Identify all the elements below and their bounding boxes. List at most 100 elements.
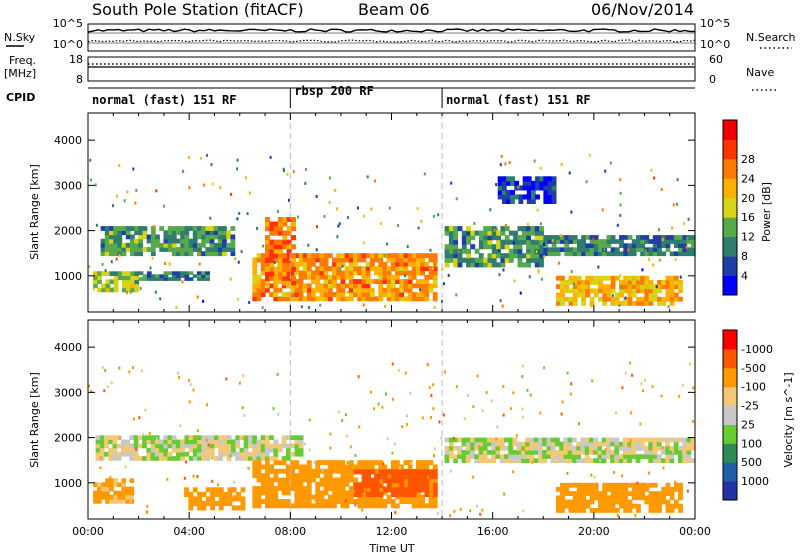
power-cell xyxy=(560,239,565,244)
power-cell xyxy=(593,235,599,240)
velocity-cell xyxy=(482,437,488,443)
velocity-cell xyxy=(690,445,696,451)
velocity-cell xyxy=(205,487,211,493)
velocity-cell xyxy=(499,445,505,451)
velocity-cell xyxy=(580,441,586,447)
velocity-cell xyxy=(516,458,522,463)
power-cell xyxy=(134,283,140,289)
velocity-cell-speck xyxy=(233,494,236,498)
power-cell xyxy=(142,277,148,281)
power-cell xyxy=(336,287,342,293)
power-cell xyxy=(640,239,645,244)
power-cell xyxy=(539,244,544,250)
velocity-cell xyxy=(209,447,215,453)
power-cell xyxy=(180,226,185,231)
power-cell xyxy=(336,296,342,302)
power-cell xyxy=(122,279,127,285)
velocity-cell xyxy=(656,454,662,459)
power-cell xyxy=(543,194,549,200)
power-cell xyxy=(543,243,549,248)
velocity-cell xyxy=(602,503,608,509)
power-cell xyxy=(374,296,379,302)
velocity-cell-speck xyxy=(192,388,195,392)
velocity-cell-speck xyxy=(373,407,376,411)
velocity-cell xyxy=(281,460,287,466)
power-cell-speck xyxy=(198,262,201,266)
velocity-cell xyxy=(652,454,658,459)
power-cell xyxy=(585,275,591,281)
velocity-cell-speck xyxy=(287,475,290,479)
power-cell xyxy=(286,266,292,272)
power-cell-speck xyxy=(237,260,240,264)
power-cell xyxy=(327,253,333,259)
velocity-cell xyxy=(95,447,101,453)
velocity-cell xyxy=(336,468,342,474)
power-cell xyxy=(286,253,292,259)
colorbar-tick-label: 12 xyxy=(741,231,755,244)
colorbar-segment xyxy=(723,481,737,501)
velocity-cell xyxy=(623,495,629,501)
velocity-cell xyxy=(382,503,388,509)
velocity-cell xyxy=(602,495,608,501)
power-cell xyxy=(357,287,363,293)
power-cell xyxy=(171,226,177,231)
power-cell xyxy=(690,239,696,244)
velocity-cell xyxy=(588,445,594,451)
power-cell xyxy=(252,283,258,289)
velocity-cell-speck xyxy=(206,403,208,407)
velocity-cell xyxy=(411,494,417,500)
power-cell xyxy=(201,230,206,236)
velocity-cell xyxy=(222,435,228,440)
power-cell xyxy=(323,292,329,297)
velocity-cell xyxy=(201,447,207,453)
velocity-cell xyxy=(264,447,270,453)
velocity-cell xyxy=(298,503,304,509)
velocity-cell xyxy=(601,458,607,463)
velocity-cell xyxy=(589,508,595,513)
velocity-cell xyxy=(412,469,417,475)
velocity-cell-speck xyxy=(189,383,192,387)
velocity-cell xyxy=(290,464,295,470)
velocity-cell xyxy=(644,450,649,455)
colorbar-segment xyxy=(723,348,737,369)
power-cell xyxy=(336,283,342,289)
power-cell xyxy=(619,235,624,240)
power-cell-speck xyxy=(383,253,386,257)
velocity-cell-speck xyxy=(382,462,385,466)
power-cell xyxy=(117,271,123,276)
power-cell xyxy=(497,180,503,186)
power-cell xyxy=(286,257,292,263)
power-cell xyxy=(682,235,688,240)
velocity-cell xyxy=(407,491,413,497)
velocity-cell xyxy=(678,445,683,451)
power-cell xyxy=(531,198,536,204)
y-tick-label: 1000 xyxy=(54,270,82,283)
power-cell xyxy=(547,235,553,240)
velocity-cell xyxy=(167,435,173,440)
velocity-cell xyxy=(150,456,156,461)
power-cell-speck xyxy=(624,296,627,300)
power-cell xyxy=(105,279,111,285)
velocity-cell xyxy=(631,437,637,443)
velocity-cell-speck xyxy=(247,466,250,470)
power-cell xyxy=(589,280,595,285)
power-cell xyxy=(513,244,519,250)
power-cell xyxy=(138,247,144,252)
power-cell xyxy=(504,257,510,263)
power-cell xyxy=(121,226,127,231)
power-cell xyxy=(269,275,275,281)
velocity-cell xyxy=(231,487,237,493)
power-cell xyxy=(180,242,185,248)
velocity-cell-speck xyxy=(642,389,644,393)
velocity-cell-speck xyxy=(104,368,107,372)
velocity-cell xyxy=(171,447,177,453)
velocity-cell xyxy=(112,435,118,440)
velocity-cell xyxy=(252,451,257,457)
velocity-cell xyxy=(665,482,671,488)
power-cell xyxy=(572,296,578,302)
power-cell xyxy=(357,283,363,289)
power-cell-speck xyxy=(94,183,97,187)
power-cell xyxy=(614,296,620,302)
power-cell xyxy=(403,266,409,272)
power-cell xyxy=(134,287,140,293)
